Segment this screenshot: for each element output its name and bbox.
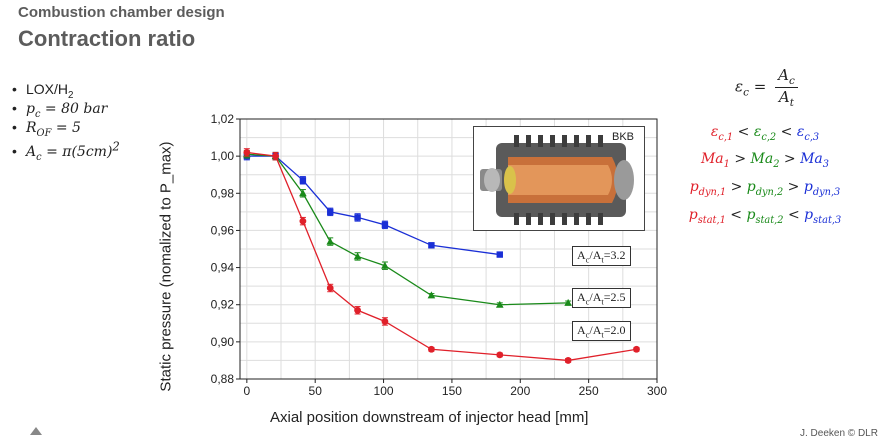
y-axis-label: Static pressure (nomalized to P_max) [157, 141, 175, 392]
slide-subtitle: Combustion chamber design [18, 4, 225, 21]
data-point [326, 284, 334, 292]
data-point [243, 149, 251, 156]
y-tick-label: 1,00 [211, 149, 235, 163]
data-point [354, 214, 361, 221]
y-tick-label: 0,98 [211, 186, 235, 200]
data-point [327, 208, 334, 216]
data-point [299, 189, 307, 197]
combustion-chamber-photo [473, 126, 645, 231]
data-point [428, 242, 435, 249]
x-tick-label: 0 [243, 384, 250, 398]
y-tick-label: 0,92 [211, 298, 235, 312]
series-label-green: Ac/At=2.5 [572, 288, 631, 309]
relation-dynamic-pressure: pdyn,1 > pdyn,2 > pdyn,3 [689, 179, 841, 198]
data-point [354, 306, 361, 314]
x-tick-label: 100 [374, 384, 394, 398]
series-label-red: Ac/At=2.0 [572, 321, 631, 342]
x-tick-label: 300 [647, 384, 667, 398]
y-tick-label: 1,02 [211, 112, 235, 126]
data-point [381, 318, 389, 325]
bullet-chamber-area: Ac = π(5cm)2 [12, 137, 120, 162]
parameter-list: LOX/H2 pc = 80 bar ROF = 5 Ac = π(5cm)2 [12, 80, 120, 162]
x-tick-label: 50 [309, 384, 323, 398]
x-tick-label: 150 [442, 384, 462, 398]
series-line-0 [246, 155, 500, 256]
relation-mach-number: Ma1 > Ma2 > Ma3 [700, 151, 830, 170]
data-point [272, 152, 279, 160]
combustion-chamber-image [474, 127, 644, 230]
y-tick-label: 0,96 [211, 223, 235, 237]
bullet-chamber-pressure: pc = 80 bar [12, 99, 120, 120]
y-tick-label: 0,88 [211, 372, 235, 386]
data-point [353, 252, 362, 260]
slide-nav-up-icon[interactable] [30, 427, 42, 435]
data-point [381, 221, 389, 229]
data-point [427, 291, 436, 299]
data-point [428, 345, 435, 353]
data-point [299, 177, 307, 184]
y-tick-label: 0,94 [211, 261, 235, 275]
plot-frame [239, 118, 658, 380]
data-point [564, 298, 572, 306]
slide-title: Contraction ratio [18, 26, 196, 51]
series-line-2 [246, 151, 637, 362]
data-point [564, 357, 572, 364]
x-tick-label: 250 [579, 384, 599, 398]
x-axis-label: Axial position downstream of injector he… [270, 409, 589, 426]
data-point [496, 251, 503, 258]
bullet-propellant: LOX/H2 [12, 80, 120, 101]
series-label-blue: Ac/At=3.2 [572, 246, 631, 267]
data-point [496, 351, 504, 359]
data-point [326, 237, 335, 245]
contraction-ratio-definition: εc = Ac At [735, 66, 798, 109]
relation-contraction-ratio: εc,1 < εc,2 < εc,3 [710, 124, 820, 143]
bullet-mixture-ratio: ROF = 5 [12, 118, 120, 139]
relation-static-pressure: pstat,1 < pstat,2 < pstat,3 [688, 207, 842, 226]
y-tick-label: 0,90 [211, 335, 235, 349]
x-tick-label: 200 [510, 384, 530, 398]
footer-credit: J. Deeken © DLR [800, 428, 878, 439]
data-point [381, 261, 389, 269]
data-point [299, 217, 307, 225]
data-point [633, 345, 640, 353]
data-point [495, 300, 504, 308]
photo-label: BKB [612, 131, 635, 143]
